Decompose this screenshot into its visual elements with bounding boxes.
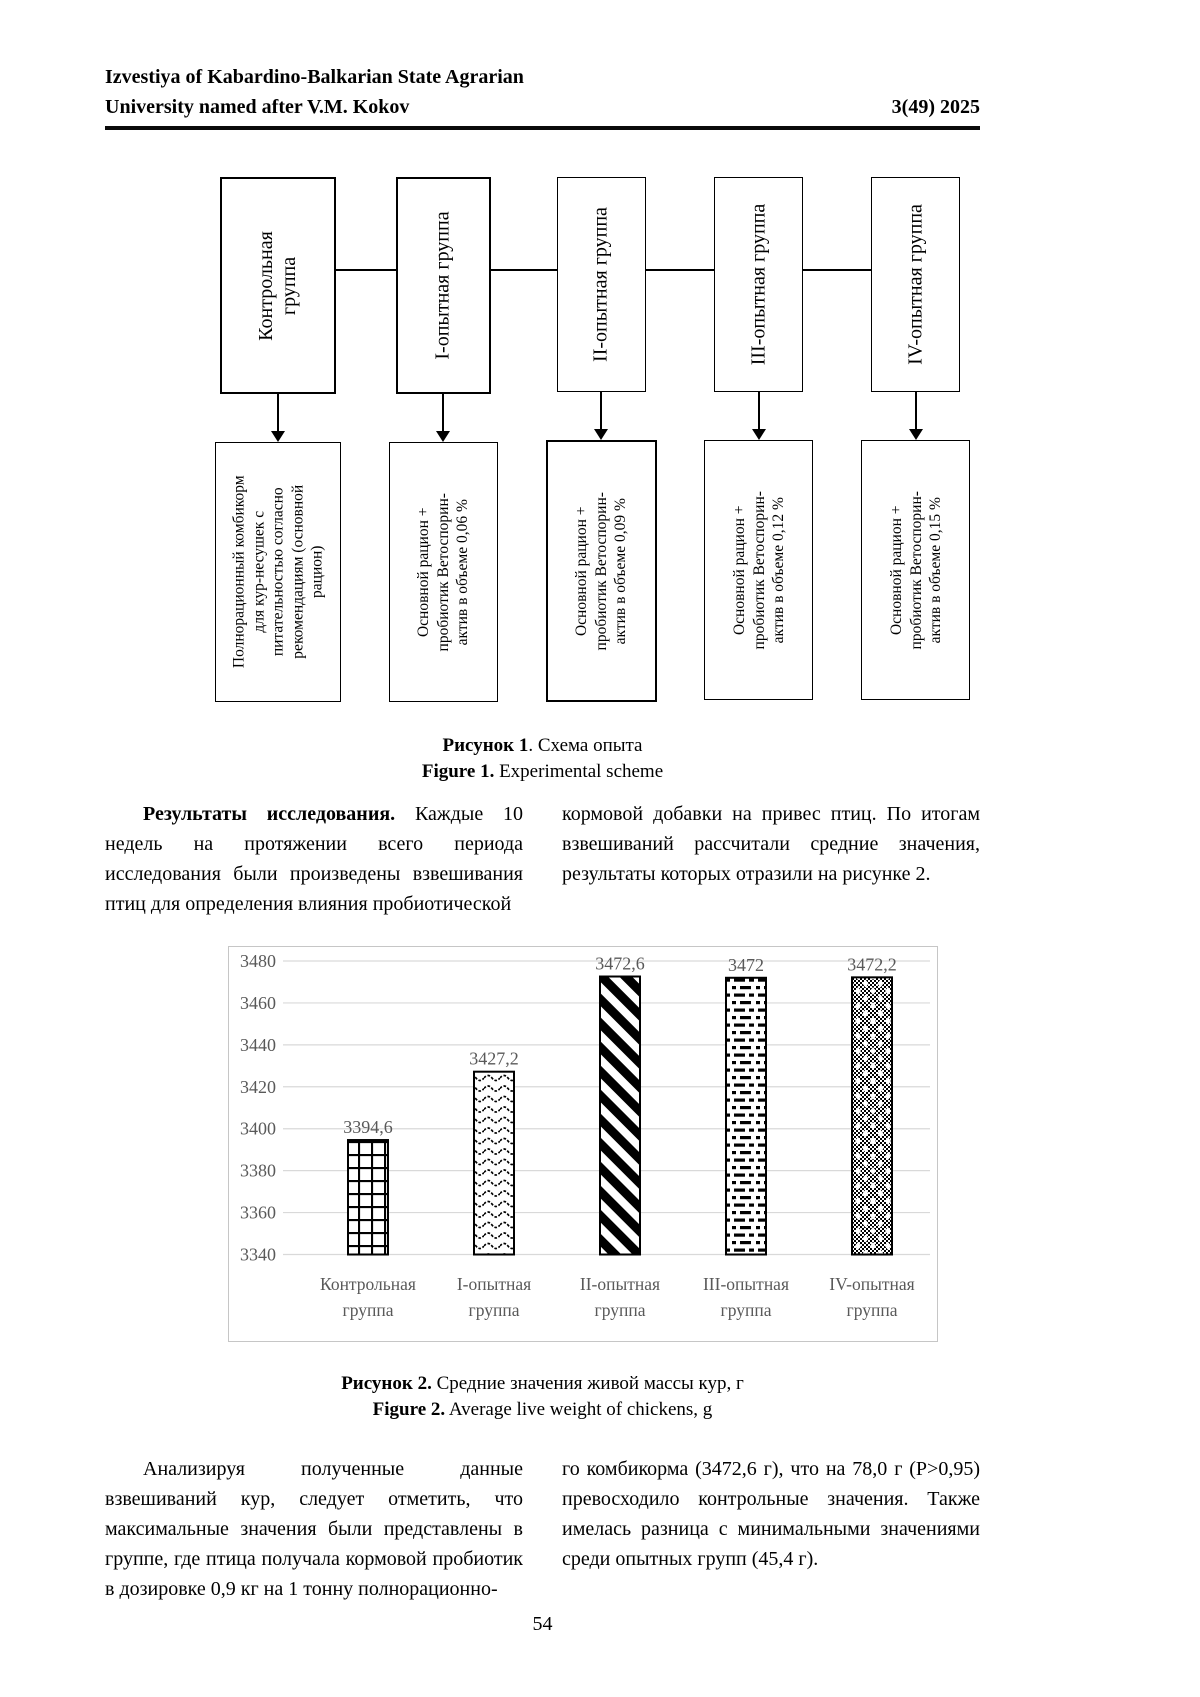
y-axis-tick-label: 3420 xyxy=(240,1077,276,1097)
x-axis-category-label: I-опытная xyxy=(457,1274,531,1294)
chart-bar-fill xyxy=(726,977,766,1255)
x-axis-category-label: III-опытная xyxy=(703,1274,789,1294)
group-box-4: IV-опытная группа xyxy=(871,177,960,392)
y-axis-tick-label: 3340 xyxy=(240,1245,276,1265)
x-axis-category-label: Контрольная xyxy=(320,1274,416,1294)
results-paragraph: Результаты исследования. Каждые 10 недел… xyxy=(105,799,980,919)
down-arrow xyxy=(436,394,451,442)
page-number: 54 xyxy=(532,1613,553,1635)
figure1-caption-ru: Рисунок 1. Схема опыта xyxy=(442,735,643,756)
chart-frame xyxy=(228,946,938,1342)
figure1-column-2: II-опытная группа Основной рацион + проб… xyxy=(545,177,657,702)
diet-box-label: Основной рацион + пробиотик Ветоспорин-а… xyxy=(887,490,944,650)
x-axis-category-label: II-опытная xyxy=(580,1274,660,1294)
figure1-column-4: IV-опытная группа Основной рацион + проб… xyxy=(861,177,970,702)
header-divider xyxy=(105,126,980,130)
group-box-label: IV-опытная группа xyxy=(904,204,926,365)
diet-box-label: Основной рацион + пробиотик Ветоспорин-а… xyxy=(572,491,629,651)
journal-title-line1: Izvestiya of Kabardino-Balkarian State A… xyxy=(105,66,524,88)
figure2-caption-en: Figure 2. Average live weight of chicken… xyxy=(372,1399,713,1420)
x-axis-category-label: группа xyxy=(721,1300,772,1320)
journal-title: Izvestiya of Kabardino-Balkarian State A… xyxy=(105,62,524,122)
arrow-head-icon xyxy=(594,429,608,440)
figure1-caption: Рисунок 1. Схема опыта Figure 1. Experim… xyxy=(105,733,980,785)
figure1-column-3: III-опытная группа Основной рацион + про… xyxy=(704,177,814,702)
diet-box-4: Основной рацион + пробиотик Ветоспорин-а… xyxy=(861,440,970,700)
figure2-chart: 3480 3460 3440 3420 3400 3380 3360 3340 3394,6 Ко… xyxy=(228,946,938,1347)
chart-bar xyxy=(851,976,893,1256)
issue-number: 3(49) 2025 xyxy=(891,96,980,118)
arrow-head-icon xyxy=(751,429,766,440)
analysis-paragraph: Анализируя полученные данные взвешиваний… xyxy=(105,1454,980,1604)
group-box-label: III-опытная группа xyxy=(747,203,770,366)
bar-value-label: 3472,2 xyxy=(847,954,897,974)
chart-bar-fill xyxy=(348,1140,388,1255)
group-box-label: Контрольная группа xyxy=(255,230,300,341)
chart-bar xyxy=(473,1070,515,1256)
bar-value-label: 3427,2 xyxy=(469,1049,519,1069)
bar-chart: 3480 3460 3440 3420 3400 3380 3360 3340 3394,6 Ко… xyxy=(228,946,938,1342)
diet-box-1: Основной рацион + пробиотик Ветоспорин-а… xyxy=(388,442,498,702)
y-axis-tick-label: 3380 xyxy=(240,1161,276,1181)
group-box-label: II-опытная группа xyxy=(589,207,612,362)
down-arrow xyxy=(908,392,923,440)
figure1-caption-en: Figure 1. Experimental scheme xyxy=(421,761,664,782)
x-axis-category-label: группа xyxy=(595,1300,646,1320)
figure2-caption: Рисунок 2. Средние значения живой массы … xyxy=(105,1371,980,1423)
y-axis-tick-label: 3480 xyxy=(240,951,276,971)
group-box-2: II-опытная группа xyxy=(556,177,646,392)
down-arrow xyxy=(594,392,608,440)
y-axis-tick-label: 3400 xyxy=(240,1119,276,1139)
analysis-paragraph-left: Анализируя полученные данные взвешиваний… xyxy=(105,1458,523,1600)
diet-box-label: Основной рацион + пробиотик Ветоспорин-а… xyxy=(415,492,471,652)
page-header: Izvestiya of Kabardino-Balkarian State A… xyxy=(105,62,980,122)
arrow-head-icon xyxy=(436,431,451,442)
y-axis-tick-label: 3460 xyxy=(240,993,276,1013)
group-box-label: I-опытная группа xyxy=(431,211,454,360)
arrow-head-icon xyxy=(271,431,285,442)
bar-value-label: 3394,6 xyxy=(343,1117,393,1137)
figure1-column-1: I-опытная группа Основной рацион + проби… xyxy=(388,177,498,702)
y-axis-tick-label: 3440 xyxy=(240,1035,276,1055)
diet-box-label: Основной рацион + пробиотик Ветоспорин-а… xyxy=(730,490,787,650)
figure1-diagram: Контрольная группа Полнорационный комбик… xyxy=(215,177,970,702)
down-arrow xyxy=(271,394,285,442)
group-box-control: Контрольная группа xyxy=(220,177,336,394)
bar-value-label: 3472,6 xyxy=(595,954,645,974)
x-axis-category-label: группа xyxy=(469,1300,520,1320)
chart-bar xyxy=(347,1139,389,1256)
chart-bar-fill xyxy=(600,976,640,1255)
chart-bar-fill xyxy=(474,1071,514,1255)
x-axis-category-label: группа xyxy=(343,1300,394,1320)
x-axis-category-label: группа xyxy=(847,1300,898,1320)
results-paragraph-right: кормовой добавки на привес птиц. По итог… xyxy=(562,803,980,885)
diet-box-control: Полнорационный комбикорм для кур-несушек… xyxy=(215,442,341,702)
y-axis-tick-label: 3360 xyxy=(240,1203,276,1223)
figure1-column-control: Контрольная группа Полнорационный комбик… xyxy=(215,177,341,702)
results-paragraph-left: Результаты исследования. Каждые 10 недел… xyxy=(105,803,524,915)
diet-box-3: Основной рацион + пробиотик Ветоспорин-а… xyxy=(704,440,814,700)
x-axis-category-label: IV-опытная xyxy=(829,1274,914,1294)
down-arrow xyxy=(751,392,766,440)
bar-value-label: 3472 xyxy=(728,955,764,975)
chart-bar xyxy=(725,976,767,1256)
figure2-caption-ru: Рисунок 2. Средние значения живой массы … xyxy=(341,1373,744,1394)
analysis-paragraph-right: го комбикорма (3472,6 г), что на 78,0 г … xyxy=(562,1458,980,1570)
journal-title-line2: University named after V.M. Kokov xyxy=(105,96,410,118)
diet-box-2: Основной рацион + пробиотик Ветоспорин-а… xyxy=(545,440,657,702)
chart-bar-dots xyxy=(852,977,892,1255)
group-box-1: I-опытная группа xyxy=(395,177,491,394)
group-box-3: III-опытная группа xyxy=(714,177,804,392)
chart-bar xyxy=(599,975,641,1256)
arrow-head-icon xyxy=(908,429,923,440)
diet-box-label: Полнорационный комбикорм для кур-несушек… xyxy=(230,475,326,669)
